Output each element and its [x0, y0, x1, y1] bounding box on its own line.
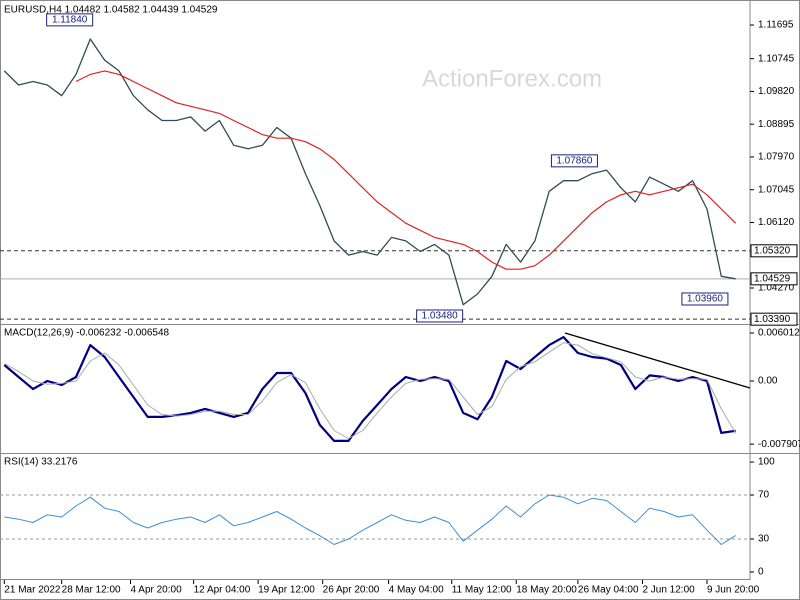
- trend-line: [564, 332, 751, 389]
- panel-title: MACD(12,26,9) -0.006232 -0.006548: [4, 328, 170, 339]
- x-tick-label: 28 Mar 12:00: [62, 585, 121, 596]
- annotation-label: 1.03480: [422, 311, 459, 322]
- x-tick-label: 19 Apr 12:00: [258, 585, 315, 596]
- price-marker-label: 1.03390: [754, 314, 791, 325]
- x-tick-label: 12 Apr 04:00: [194, 585, 251, 596]
- annotation-box: [550, 154, 598, 168]
- x-tick-label: 21 Mar 2022: [4, 585, 61, 596]
- series-line: [3, 38, 736, 306]
- x-tick-label: 26 Apr 20:00: [323, 585, 380, 596]
- annotation-box: [46, 13, 94, 27]
- y-tick-label: 30: [758, 534, 770, 545]
- annotation-label: 1.03960: [687, 294, 724, 305]
- x-tick-label: 18 May 20:00: [516, 585, 577, 596]
- watermark: ActionForex.com: [422, 65, 602, 92]
- x-tick-label: 9 Jun 20:00: [707, 585, 760, 596]
- y-tick-label: 1.10745: [758, 53, 795, 64]
- y-tick-label: 0.006012: [758, 328, 800, 339]
- y-tick-label: 70: [758, 490, 770, 501]
- price-marker-label: 1.05320: [754, 245, 791, 256]
- annotation-label: 1.11840: [52, 15, 88, 26]
- annotation-box: [681, 292, 729, 306]
- series-line: [4, 342, 737, 439]
- annotation-label: 1.07860: [556, 155, 593, 166]
- price-marker-label: 1.04529: [754, 273, 791, 284]
- panel-title: RSI(14) 33.2176: [4, 457, 78, 468]
- y-tick-label: 1.04270: [758, 283, 795, 294]
- y-tick-label: 1.08895: [758, 119, 795, 130]
- x-tick-label: 26 May 04:00: [578, 585, 639, 596]
- series-line: [4, 494, 736, 545]
- price-marker-box: [750, 272, 798, 286]
- y-tick-label: 1.06120: [758, 217, 795, 228]
- y-tick-label: 0: [758, 567, 764, 578]
- y-tick-label: 0.00: [758, 376, 778, 387]
- x-tick-label: 11 May 12:00: [452, 585, 512, 596]
- panel-title: EURUSD,H4 1.04482 1.04582 1.04439 1.0452…: [4, 5, 218, 16]
- y-tick-label: 100: [758, 457, 775, 468]
- x-tick-label: 4 Apr 20:00: [130, 585, 182, 596]
- series-line: [75, 70, 737, 270]
- price-marker-box: [750, 312, 798, 326]
- y-tick-label: 1.07045: [758, 184, 795, 195]
- price-marker-box: [750, 244, 798, 258]
- y-tick-label: 1.11695: [758, 20, 794, 31]
- y-tick-label: 1.07970: [758, 152, 795, 163]
- series-line: [3, 336, 736, 442]
- annotation-box: [416, 309, 464, 323]
- x-tick-label: 4 May 04:00: [389, 585, 444, 596]
- y-tick-label: -0.007907: [758, 439, 800, 450]
- y-tick-label: 1.09820: [758, 86, 795, 97]
- x-tick-label: 2 Jun 12:00: [642, 585, 695, 596]
